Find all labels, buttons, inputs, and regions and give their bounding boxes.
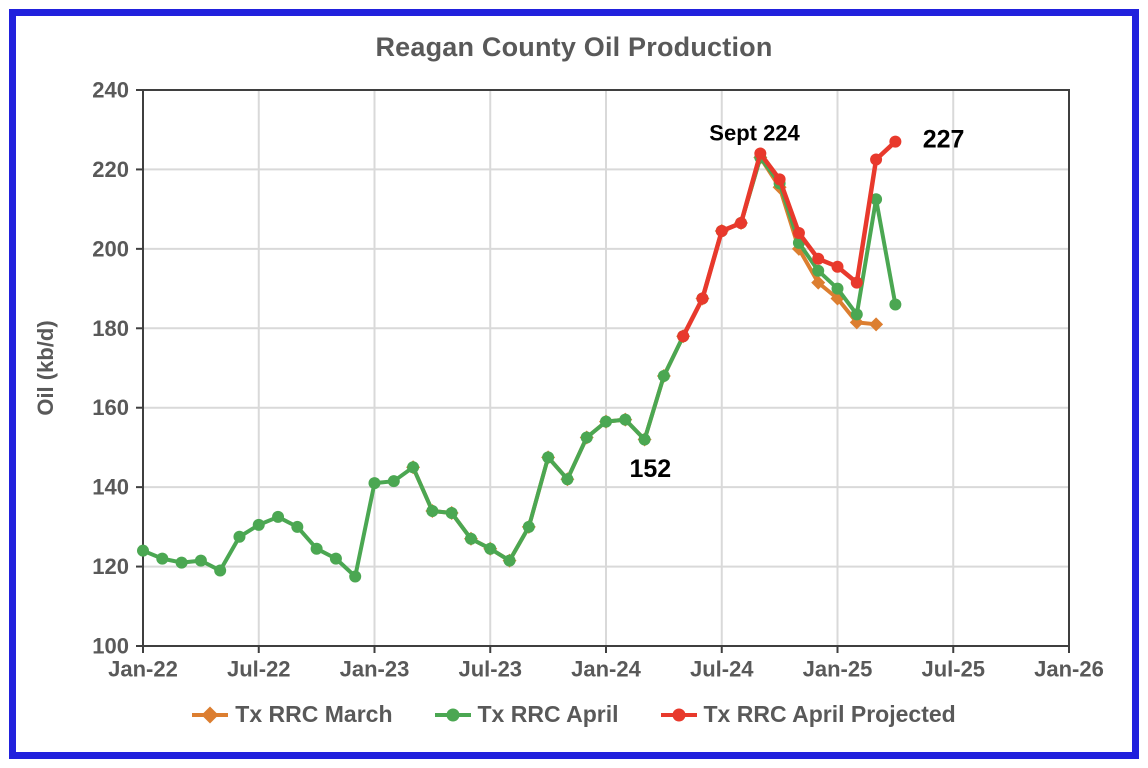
data-point-circle <box>387 475 400 488</box>
diamond-marker-icon <box>192 706 229 724</box>
legend-label: Tx RRC April Projected <box>703 701 956 727</box>
x-tick-label: Jul-23 <box>458 657 522 682</box>
data-point-circle <box>657 369 670 382</box>
series-line-2 <box>680 139 898 339</box>
legend-item-tx-rrc-march: Tx RRC March <box>192 701 393 728</box>
data-point-circle <box>889 135 902 148</box>
data-point-circle <box>464 532 477 545</box>
legend-label: Tx RRC April <box>477 701 619 727</box>
data-point-circle <box>870 153 883 166</box>
data-point-circle <box>368 477 381 490</box>
data-point-circle <box>310 542 323 555</box>
data-point-circle <box>812 252 825 265</box>
y-tick-label: 180 <box>92 316 129 341</box>
circle-marker-icon <box>660 706 697 724</box>
y-tick-label: 160 <box>92 395 129 420</box>
data-point-circle <box>233 530 246 543</box>
y-tick-label: 100 <box>92 634 129 659</box>
data-point-circle <box>715 224 728 237</box>
data-point-circle <box>272 510 285 523</box>
x-tick-label: Jan-24 <box>571 657 641 682</box>
data-point-circle <box>850 308 863 321</box>
data-point-circle <box>619 413 632 426</box>
y-tick-label: 220 <box>92 157 129 182</box>
data-point-diamond <box>869 317 884 332</box>
data-point-circle <box>194 554 207 567</box>
data-point-circle <box>600 415 612 428</box>
x-tick-label: Jul-24 <box>690 657 754 682</box>
y-tick-label: 240 <box>92 78 129 103</box>
legend-label: Tx RRC March <box>235 701 393 727</box>
series-line-0 <box>411 155 879 563</box>
data-point-circle <box>291 520 304 533</box>
data-point-circle <box>850 276 863 289</box>
data-point-circle <box>638 433 651 446</box>
x-tick-label: Jan-22 <box>108 657 178 682</box>
data-point-circle <box>542 451 555 464</box>
legend-item-tx-rrc-april-projected: Tx RRC April Projected <box>660 701 956 728</box>
data-point-circle <box>252 518 265 531</box>
data-point-diamond <box>811 275 826 290</box>
data-point-circle <box>407 461 420 474</box>
data-point-circle <box>754 147 767 160</box>
x-tick-label: Jan-26 <box>1034 657 1104 682</box>
annotation-label: 152 <box>630 455 672 483</box>
data-point-circle <box>696 292 709 305</box>
data-point-circle <box>175 556 188 569</box>
data-point-circle <box>561 473 574 486</box>
circle-marker-icon <box>434 706 471 724</box>
data-point-circle <box>349 570 362 583</box>
series-line-1 <box>141 155 898 579</box>
data-point-circle <box>214 564 227 577</box>
data-point-circle <box>831 282 844 295</box>
x-tick-label: Jul-25 <box>921 657 985 682</box>
y-tick-label: 120 <box>92 554 129 579</box>
data-point-circle <box>735 217 748 230</box>
data-point-circle <box>426 504 439 517</box>
data-point-circle <box>156 552 169 565</box>
data-point-circle <box>677 330 690 343</box>
annotation-label: 227 <box>923 126 965 154</box>
data-point-circle <box>484 542 497 555</box>
data-point-circle <box>329 552 342 565</box>
data-point-circle <box>831 260 844 273</box>
data-point-circle <box>812 264 825 277</box>
x-tick-label: Jan-23 <box>340 657 410 682</box>
legend-item-tx-rrc-april: Tx RRC April <box>434 701 619 728</box>
data-point-circle <box>792 226 805 239</box>
chart-title: Reagan County Oil Production <box>375 32 773 62</box>
x-tick-label: Jan-25 <box>803 657 873 682</box>
annotation-label: Sept 224 <box>709 120 800 145</box>
data-point-circle <box>580 431 593 444</box>
data-point-circle <box>870 193 883 206</box>
data-point-circle <box>773 173 786 186</box>
data-point-circle <box>445 506 458 519</box>
data-point-circle <box>889 298 902 311</box>
legend: Tx RRC March Tx RRC April Tx RRC April P… <box>0 701 1148 728</box>
y-tick-label: 200 <box>92 236 129 261</box>
data-point-circle <box>137 544 149 557</box>
x-tick-label: Jul-22 <box>227 657 291 682</box>
data-point-circle <box>522 520 535 533</box>
y-tick-label: 140 <box>92 475 129 500</box>
data-point-circle <box>503 554 516 567</box>
window-border <box>9 9 1139 759</box>
